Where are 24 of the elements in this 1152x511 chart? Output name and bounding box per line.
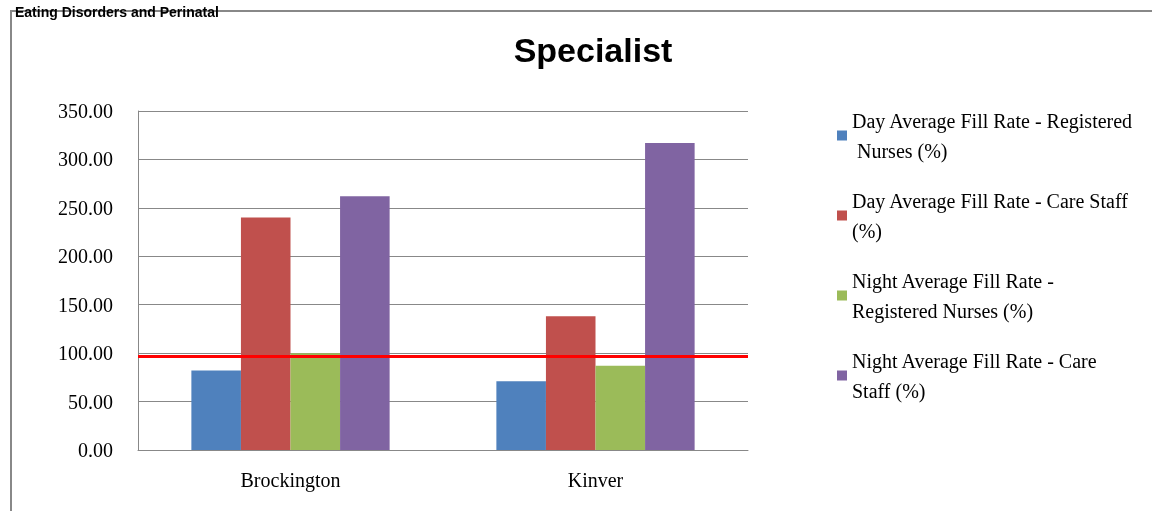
y-tick-label: 0.00 bbox=[78, 439, 113, 461]
legend-label: Night Average Fill Rate - Registered Nurses (%) bbox=[852, 269, 1059, 323]
y-tick-label: 350.00 bbox=[58, 100, 113, 122]
legend-label: Day Average Fill Rate - Care Staff (%) bbox=[852, 189, 1133, 243]
bar bbox=[191, 370, 241, 450]
y-tick-label: 300.00 bbox=[58, 148, 113, 171]
y-tick-label: 200.00 bbox=[58, 245, 113, 268]
x-tick-label: Kinver bbox=[567, 469, 624, 491]
x-tick-label: Brockington bbox=[240, 469, 341, 492]
bar bbox=[645, 142, 695, 450]
y-tick-label: 50.00 bbox=[68, 390, 113, 413]
bar bbox=[545, 316, 596, 450]
y-tick-label: 250.00 bbox=[58, 196, 113, 219]
text: Eating Disorders and Perinatal bbox=[15, 4, 219, 20]
bar bbox=[595, 365, 646, 450]
bar bbox=[340, 196, 390, 450]
y-tick-label: 150.00 bbox=[58, 293, 113, 316]
bar bbox=[290, 353, 341, 450]
chart-title: Specialist bbox=[513, 31, 673, 69]
bar bbox=[496, 381, 546, 450]
legend-label: Night Average Fill Rate - Care Staff (%) bbox=[852, 349, 1102, 403]
y-tick-label: 100.00 bbox=[58, 342, 113, 365]
legend-label: Day Average Fill Rate - Registered Nurses (%) bbox=[852, 109, 1133, 163]
bar bbox=[240, 217, 291, 450]
